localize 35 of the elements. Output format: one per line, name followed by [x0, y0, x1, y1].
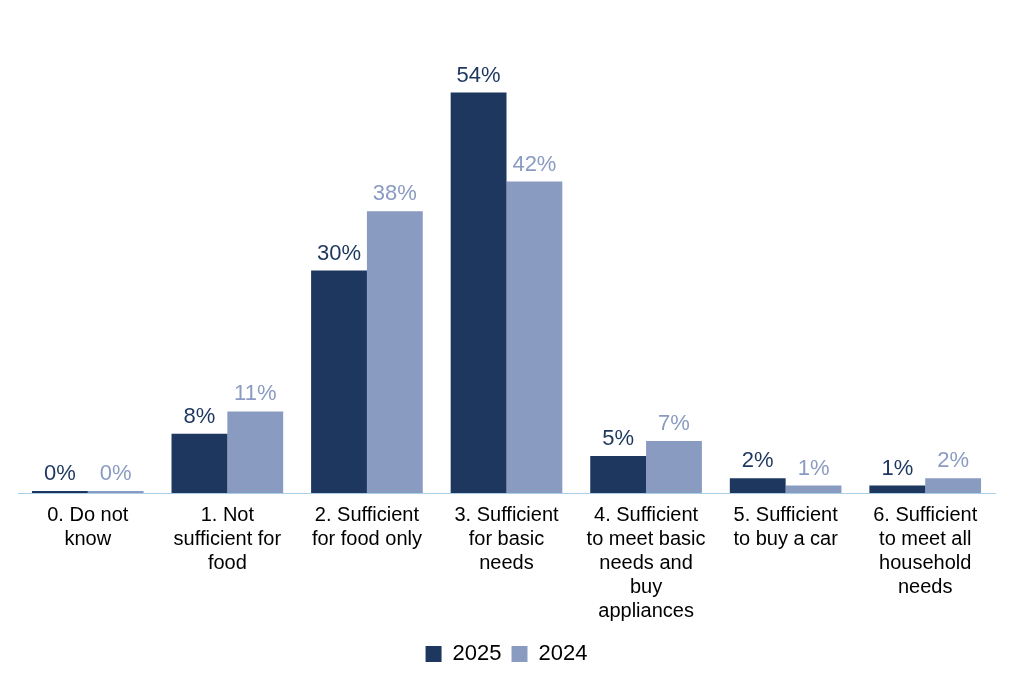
x-tick-label: 6. Sufficient to meet all household needs	[873, 502, 978, 597]
x-tick-label: 1. Not sufficient for food	[173, 502, 282, 573]
data-label: 2%	[937, 447, 970, 473]
data-label: 0%	[43, 460, 76, 486]
data-label: 5%	[602, 424, 635, 450]
bar	[869, 485, 926, 493]
data-label: 2%	[741, 447, 774, 473]
data-label: 54%	[456, 61, 501, 87]
x-tick-label: 5. Sufficient to buy a car	[733, 502, 839, 549]
bar	[227, 411, 284, 493]
data-label: 30%	[316, 239, 362, 265]
bar	[506, 181, 563, 493]
x-tick-label: 0. Do not know	[47, 502, 129, 549]
data-label: 38%	[372, 180, 417, 206]
bar	[366, 211, 423, 493]
data-label: 7%	[658, 410, 690, 436]
data-label: 1%	[797, 454, 830, 480]
bar	[729, 478, 786, 493]
data-label: 42%	[512, 150, 557, 176]
x-tick-label: 3. Sufficient for basic needs	[454, 502, 560, 573]
legend-label: 2024	[538, 640, 588, 666]
x-tick-label: 4. Sufficient to meet basic needs and buy appliances	[586, 502, 706, 621]
x-tick-label: 2. Sufficient for food only	[311, 502, 422, 549]
bar	[646, 441, 702, 493]
bar	[171, 433, 228, 493]
bar	[450, 92, 507, 493]
bar	[311, 270, 367, 493]
bar	[785, 485, 842, 493]
data-label: 0%	[99, 460, 132, 486]
data-label: 11%	[234, 380, 277, 406]
bar	[925, 478, 982, 493]
bar	[590, 455, 647, 493]
legend-label: 2025	[452, 640, 502, 666]
data-label: 8%	[183, 402, 216, 428]
data-label: 1%	[881, 454, 914, 480]
